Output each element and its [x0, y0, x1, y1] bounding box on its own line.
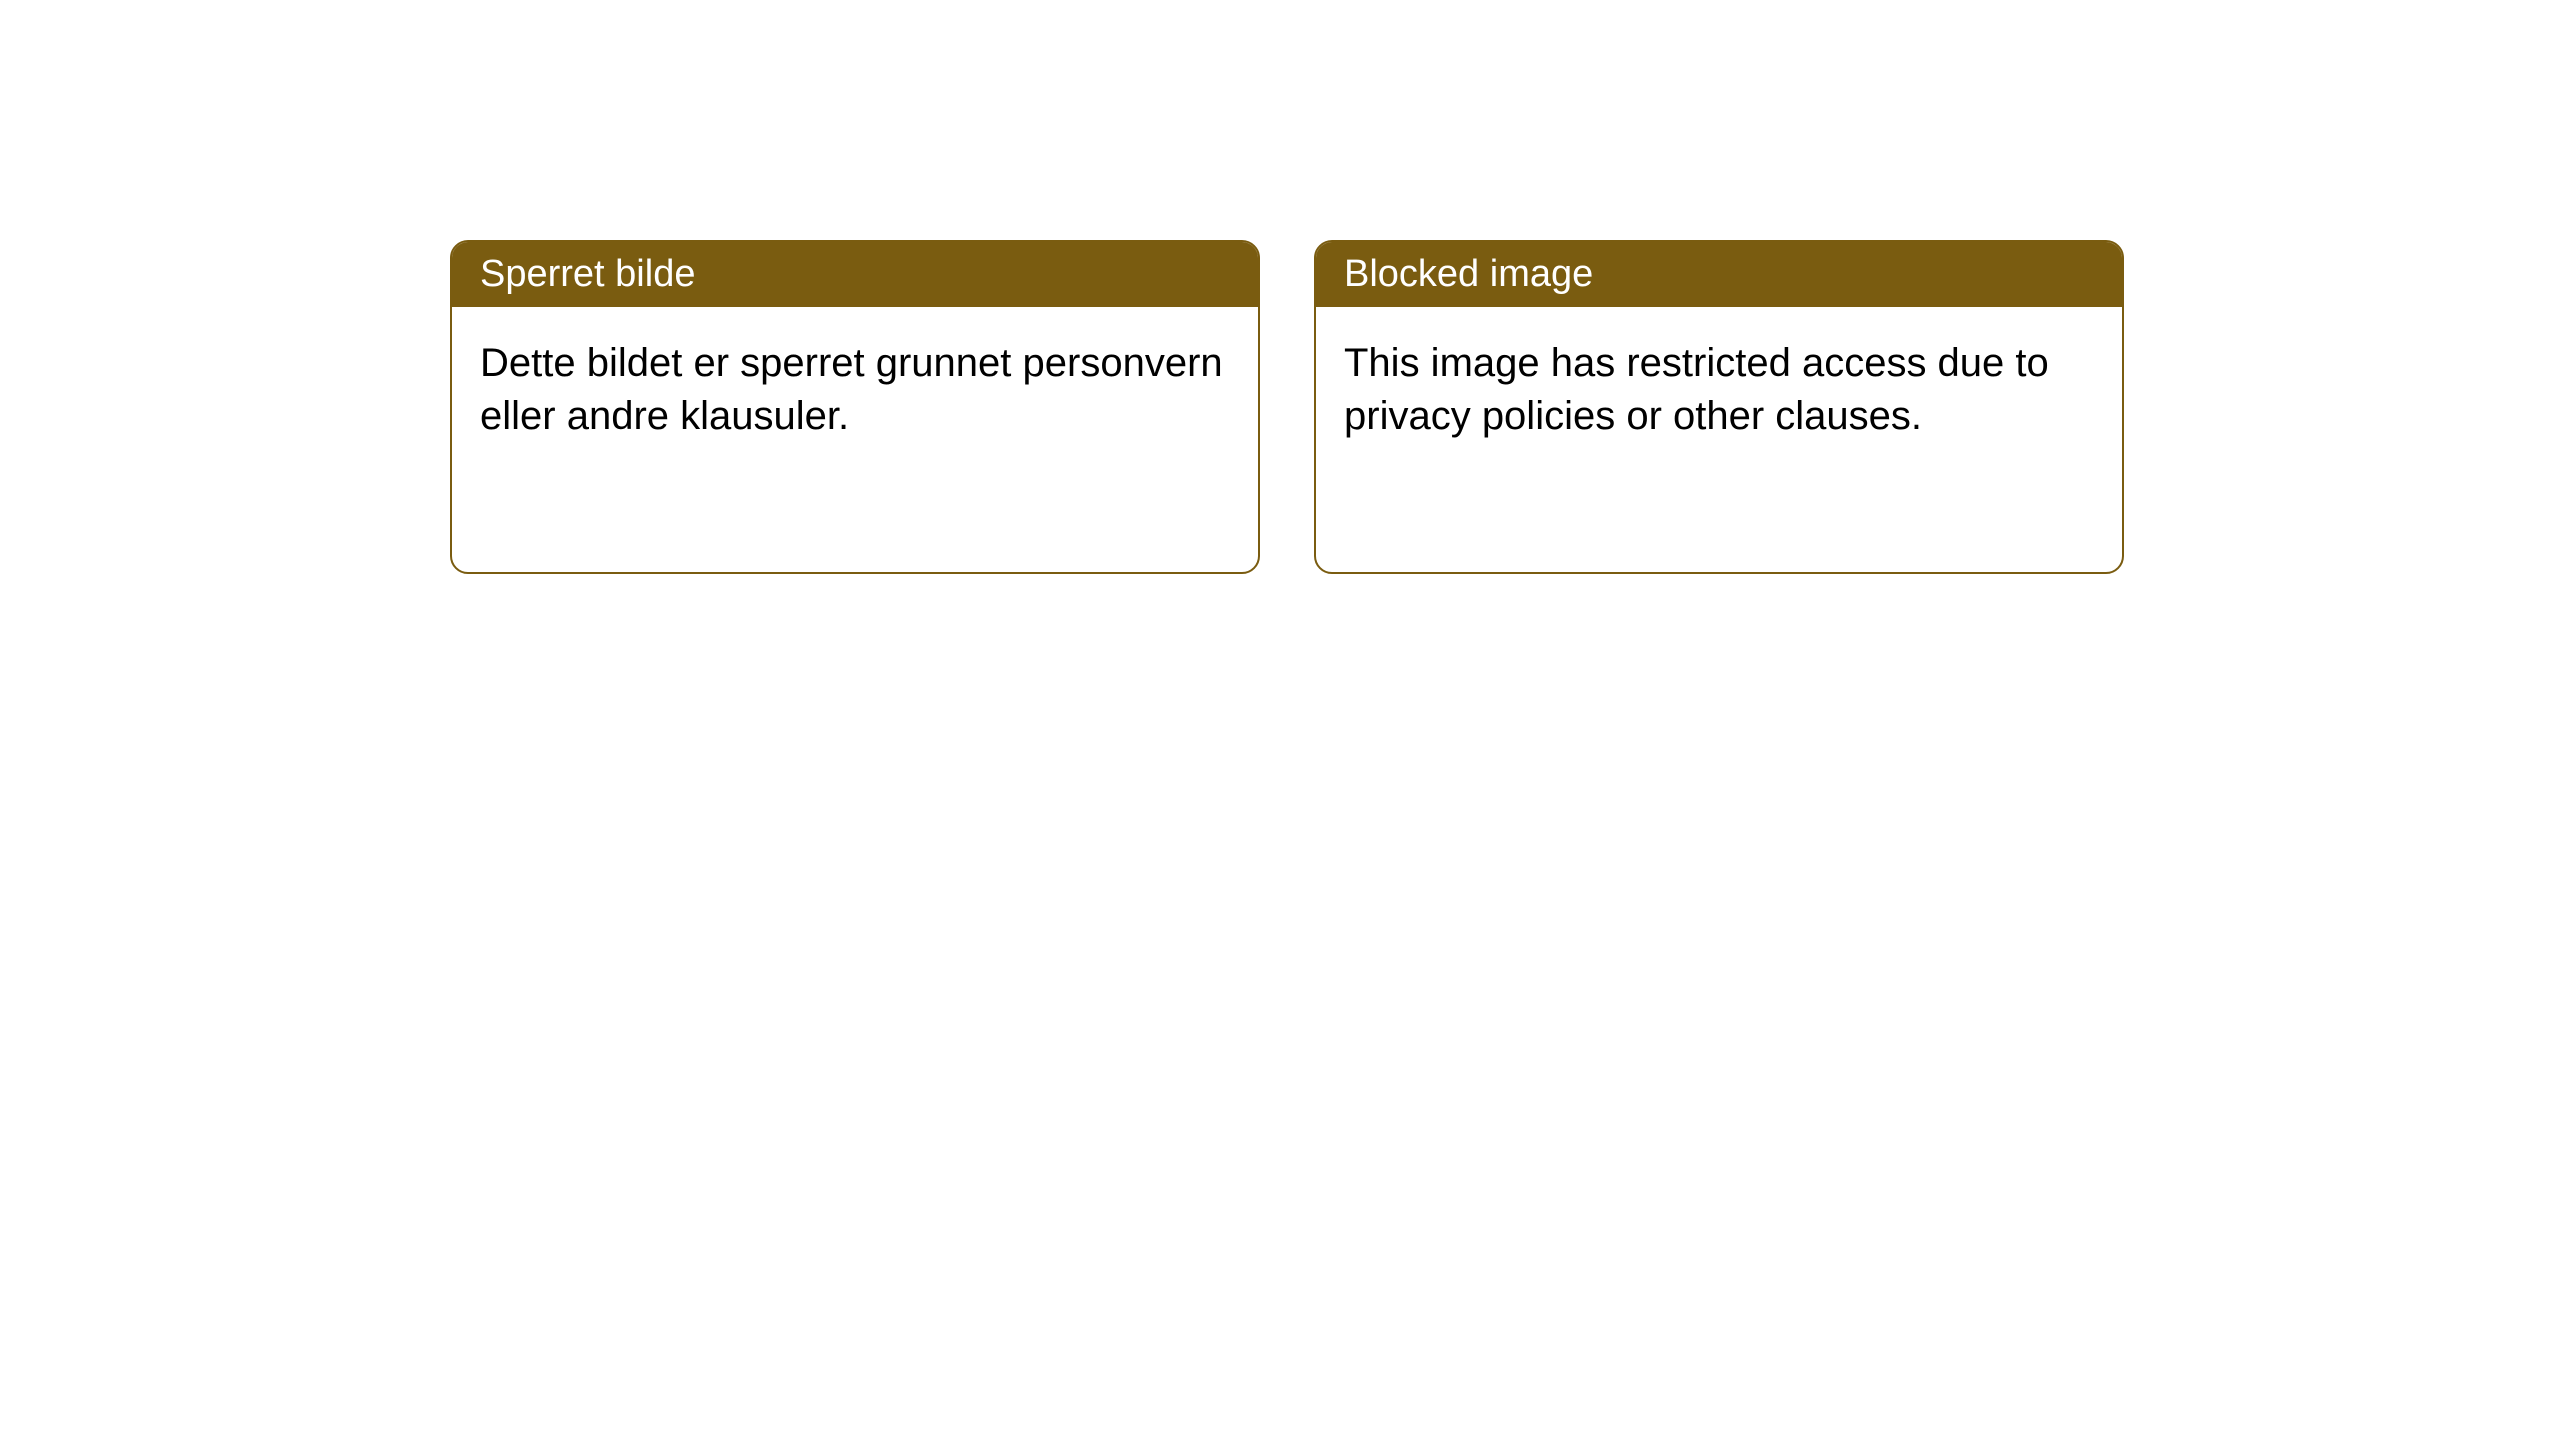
- notice-title-english: Blocked image: [1316, 242, 2122, 307]
- notice-body-english: This image has restricted access due to …: [1316, 307, 2122, 473]
- notice-card-norwegian: Sperret bilde Dette bildet er sperret gr…: [450, 240, 1260, 574]
- notice-title-norwegian: Sperret bilde: [452, 242, 1258, 307]
- notice-card-english: Blocked image This image has restricted …: [1314, 240, 2124, 574]
- notice-body-norwegian: Dette bildet er sperret grunnet personve…: [452, 307, 1258, 473]
- notice-container: Sperret bilde Dette bildet er sperret gr…: [450, 240, 2124, 574]
